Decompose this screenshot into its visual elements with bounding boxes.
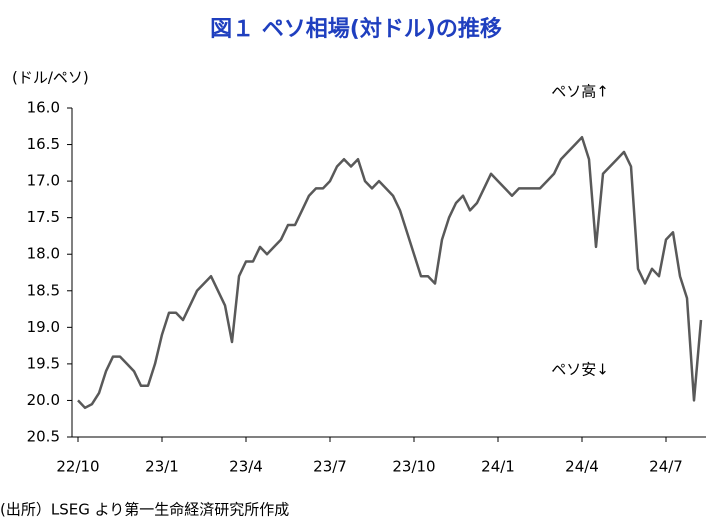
x-tick-label: 24/4 [565,458,599,476]
x-tick-label: 24/1 [481,458,515,476]
annotation: ペソ安↓ [551,361,609,379]
y-tick-label: 17.5 [27,208,60,226]
y-axis-label: (ドル/ペソ) [12,69,89,87]
y-tick-label: 19.0 [27,318,60,336]
y-tick-label: 19.5 [27,354,60,372]
y-tick-label: 17.0 [27,172,60,190]
chart-title: 図１ ペソ相場(対ドル)の推移 [210,16,502,42]
x-tick-label: 23/7 [313,458,347,476]
line-series [77,135,703,410]
y-tick-label: 20.5 [27,428,60,446]
x-tick-label: 22/10 [56,458,99,476]
y-tick-label: 20.0 [27,391,60,409]
x-tick-label: 23/4 [229,458,263,476]
x-tick-label: 23/10 [392,458,435,476]
x-tick-label: 23/1 [145,458,179,476]
source-note: (出所）LSEG より第一生命経済研究所作成 [0,501,289,519]
annotation: ペソ高↑ [551,83,609,101]
y-tick-label: 18.5 [27,281,60,299]
y-tick-label: 16.5 [27,135,60,153]
x-tick-label: 24/7 [649,458,683,476]
y-tick-label: 18.0 [27,245,60,263]
y-tick-label: 16.0 [27,99,60,117]
